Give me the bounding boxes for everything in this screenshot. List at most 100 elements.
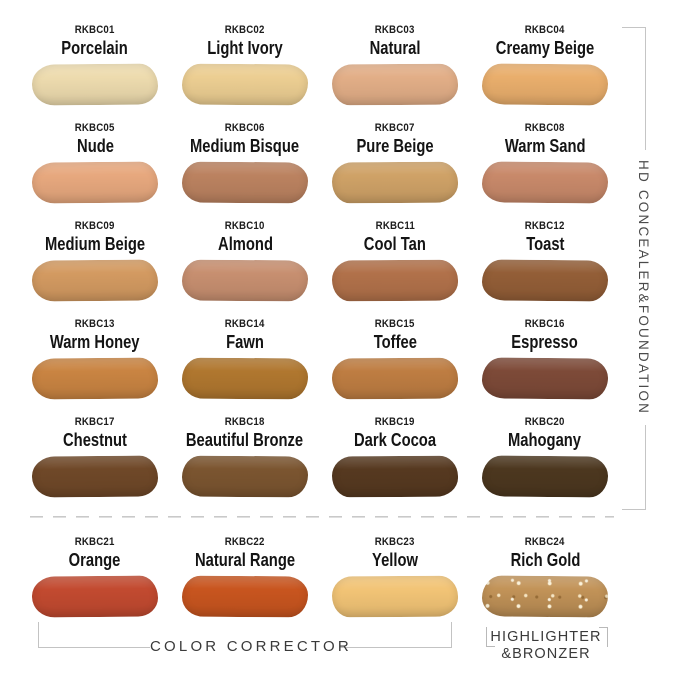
- swatch-cell: RKBC15 Toffee: [320, 318, 470, 400]
- swatch-code: RKBC14: [225, 318, 265, 330]
- swatch-cell: RKBC18 Beautiful Bronze: [170, 416, 320, 498]
- swatch-color-smear: [481, 63, 609, 106]
- swatch-color-smear: [331, 63, 459, 106]
- swatch-cell: RKBC02 Light Ivory: [170, 24, 320, 106]
- right-section-label: HD CONCEALER&FOUNDATION: [636, 150, 651, 426]
- swatch-cell: RKBC19 Dark Cocoa: [320, 416, 470, 498]
- swatch-color-smear: [181, 161, 309, 204]
- swatch-code: RKBC22: [225, 536, 265, 548]
- swatch-cell: RKBC13 Warm Honey: [20, 318, 170, 400]
- swatch-code: RKBC06: [225, 122, 265, 134]
- swatch-name: Warm Sand: [504, 136, 586, 156]
- swatch-name: Porcelain: [61, 38, 129, 58]
- swatch-name: Light Ivory: [207, 38, 283, 58]
- swatch-code: RKBC15: [375, 318, 415, 330]
- swatch-color-smear: [31, 575, 159, 618]
- swatch-code: RKBC01: [75, 24, 115, 36]
- swatch-color-smear: [181, 259, 309, 302]
- swatch-name: Toast: [525, 234, 565, 254]
- swatch-name: Pure Beige: [356, 136, 434, 156]
- swatch-name: Warm Honey: [50, 332, 140, 352]
- swatch-color-smear: [481, 259, 609, 302]
- swatch-name: Cool Tan: [363, 234, 427, 254]
- swatch-code: RKBC04: [525, 24, 565, 36]
- swatch-name: Toffee: [373, 332, 417, 352]
- swatch-cell: RKBC07 Pure Beige: [320, 122, 470, 204]
- section-divider: [30, 516, 614, 518]
- swatch-code: RKBC11: [375, 220, 415, 232]
- swatch-code: RKBC10: [225, 220, 265, 232]
- swatch-name: Almond: [217, 234, 273, 254]
- swatch-color-smear: [331, 161, 459, 204]
- shade-chart: RKBC01 Porcelain RKBC02 Light Ivory RKBC…: [20, 24, 620, 634]
- concealer-foundation-grid: RKBC01 Porcelain RKBC02 Light Ivory RKBC…: [20, 24, 620, 514]
- swatch-code: RKBC17: [75, 416, 115, 428]
- swatch-color-smear: [331, 455, 459, 498]
- swatch-name: Yellow: [372, 550, 418, 570]
- swatch-color-smear: [331, 259, 459, 302]
- swatch-code: RKBC20: [525, 416, 565, 428]
- swatch-cell: RKBC10 Almond: [170, 220, 320, 302]
- swatch-name: Orange: [69, 550, 121, 570]
- swatch-name: Beautiful Bronze: [186, 430, 304, 450]
- swatch-cell: RKBC08 Warm Sand: [470, 122, 620, 204]
- swatch-code: RKBC23: [375, 536, 415, 548]
- swatch-cell: RKBC22 Natural Range: [170, 536, 320, 618]
- swatch-name: Espresso: [511, 332, 579, 352]
- swatch-row: RKBC13 Warm Honey RKBC14 Fawn RKBC15 Tof…: [20, 318, 620, 416]
- highlighter-label-line1: HIGHLIGHTER: [490, 629, 602, 645]
- swatch-code: RKBC07: [375, 122, 415, 134]
- swatch-cell: RKBC17 Chestnut: [20, 416, 170, 498]
- swatch-row: RKBC17 Chestnut RKBC18 Beautiful Bronze …: [20, 416, 620, 514]
- swatch-cell: RKBC14 Fawn: [170, 318, 320, 400]
- swatch-code: RKBC16: [525, 318, 565, 330]
- swatch-name: Natural: [369, 38, 421, 58]
- swatch-color-smear: [31, 455, 159, 498]
- swatch-cell: RKBC23 Yellow: [320, 536, 470, 618]
- swatch-cell: RKBC05 Nude: [20, 122, 170, 204]
- swatch-color-smear: [31, 161, 159, 204]
- swatch-name: Creamy Beige: [495, 38, 595, 58]
- swatch-color-smear: [481, 455, 609, 498]
- swatch-code: RKBC24: [525, 536, 565, 548]
- swatch-color-smear: [331, 357, 459, 400]
- swatch-color-smear: [181, 575, 309, 618]
- swatch-cell: RKBC16 Espresso: [470, 318, 620, 400]
- swatch-name: Natural Range: [194, 550, 296, 570]
- swatch-name: Nude: [76, 136, 114, 156]
- swatch-color-smear: [31, 259, 159, 302]
- swatch-code: RKBC19: [375, 416, 415, 428]
- highlighter-bracket-right: [599, 627, 608, 647]
- color-corrector-label: COLOR CORRECTOR: [150, 638, 352, 655]
- swatch-color-smear: [481, 357, 609, 400]
- swatch-color-smear: [31, 63, 159, 106]
- swatch-color-smear: [181, 455, 309, 498]
- swatch-name: Medium Beige: [44, 234, 146, 254]
- swatch-name: Chestnut: [63, 430, 127, 450]
- swatch-cell: RKBC24 Rich Gold: [470, 536, 620, 618]
- swatch-row: RKBC09 Medium Beige RKBC10 Almond RKBC11…: [20, 220, 620, 318]
- swatch-code: RKBC08: [525, 122, 565, 134]
- swatch-color-smear: [331, 575, 459, 618]
- swatch-code: RKBC21: [75, 536, 115, 548]
- swatch-cell: RKBC04 Creamy Beige: [470, 24, 620, 106]
- swatch-cell: RKBC09 Medium Beige: [20, 220, 170, 302]
- swatch-row: RKBC01 Porcelain RKBC02 Light Ivory RKBC…: [20, 24, 620, 122]
- swatch-row: RKBC21 Orange RKBC22 Natural Range RKBC2…: [20, 536, 620, 634]
- swatch-code: RKBC02: [225, 24, 265, 36]
- swatch-code: RKBC09: [75, 220, 115, 232]
- swatch-name: Rich Gold: [510, 550, 580, 570]
- swatch-cell: RKBC12 Toast: [470, 220, 620, 302]
- swatch-color-smear: [481, 161, 609, 204]
- swatch-cell: RKBC06 Medium Bisque: [170, 122, 320, 204]
- swatch-name: Dark Cocoa: [353, 430, 437, 450]
- swatch-name: Fawn: [226, 332, 264, 352]
- swatch-code: RKBC12: [525, 220, 565, 232]
- swatch-cell: RKBC21 Orange: [20, 536, 170, 618]
- swatch-code: RKBC05: [75, 122, 115, 134]
- swatch-cell: RKBC11 Cool Tan: [320, 220, 470, 302]
- swatch-color-smear: [481, 575, 609, 618]
- swatch-name: Mahogany: [508, 430, 582, 450]
- swatch-row: RKBC05 Nude RKBC06 Medium Bisque RKBC07 …: [20, 122, 620, 220]
- highlighter-bronzer-label: HIGHLIGHTER &BRONZER: [481, 629, 611, 663]
